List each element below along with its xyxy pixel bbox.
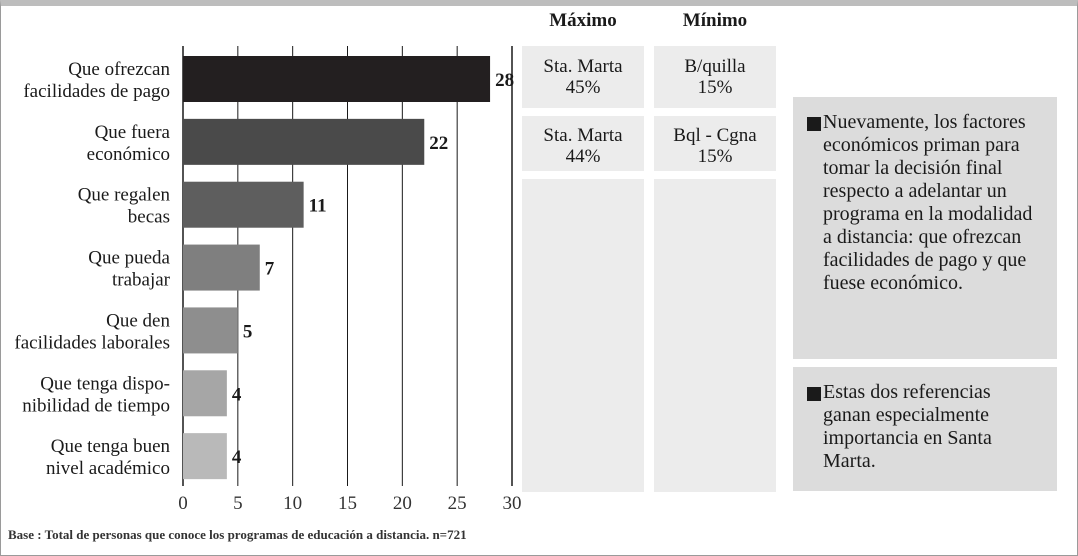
cell-max-2-pct: 44%	[565, 146, 601, 167]
note-2: Estas dos referencias ganan especialment…	[793, 367, 1057, 491]
category-label-line: becas	[128, 207, 170, 228]
category-label: Que fuera económico	[87, 122, 171, 165]
x-tick-label: 10	[283, 493, 302, 514]
category-label-line: Que ofrezcan	[68, 59, 170, 80]
note-2-text: Estas dos referencias ganan especialment…	[823, 381, 992, 472]
category-label-line: facilidades de pago	[23, 81, 170, 102]
category-label: Que pueda trabajar	[88, 248, 170, 291]
bar-value-label: 11	[309, 196, 327, 217]
x-tick-label: 5	[233, 493, 243, 514]
cell-max-2-city: Sta. Marta	[543, 125, 623, 146]
x-tick-label: 15	[338, 493, 357, 514]
cell-min-empty	[654, 179, 776, 492]
cell-min-1-pct: 15%	[697, 77, 733, 98]
bar-value-label: 4	[232, 447, 242, 468]
category-label-line: Que tenga buen	[51, 436, 171, 457]
category-label: Que regalen becas	[78, 185, 171, 228]
category-label: Que ofrezcan facilidades de pago	[23, 59, 170, 102]
note-1: Nuevamente, los factores económicos prim…	[793, 97, 1057, 359]
category-label-line: Que den	[106, 310, 170, 331]
category-label-line: económico	[87, 144, 170, 165]
category-label-line: trabajar	[112, 270, 171, 291]
bar-value-label: 22	[429, 133, 448, 154]
category-label-line: nivel académico	[46, 458, 170, 479]
x-tick-label: 0	[178, 493, 188, 514]
cell-min-1: B/quilla 15%	[654, 46, 776, 108]
bar-value-label: 4	[232, 384, 242, 405]
bar	[183, 433, 227, 480]
cell-min-2-pct: 15%	[697, 146, 733, 167]
category-label-line: nibilidad de tiempo	[22, 395, 170, 416]
bar-value-label: 7	[265, 259, 275, 280]
bar	[183, 244, 260, 291]
category-label-line: Que fuera	[95, 122, 171, 143]
x-tick-label: 20	[393, 493, 412, 514]
bullet-square-icon	[807, 387, 821, 401]
category-label: Que tenga dispo-nibilidad de tiempo	[22, 373, 170, 416]
cell-min-2: Bql - Cgna 15%	[654, 116, 776, 171]
category-label-line: facilidades laborales	[14, 332, 170, 353]
bar-value-label: 5	[243, 321, 253, 342]
cell-min-1-city: B/quilla	[684, 56, 746, 77]
base-note: Base : Total de personas que conoce los …	[8, 527, 467, 542]
bullet-square-icon	[807, 117, 821, 131]
category-label-line: Que pueda	[88, 248, 170, 269]
cell-max-1: Sta. Marta 45%	[522, 46, 644, 108]
cell-max-2: Sta. Marta 44%	[522, 116, 644, 171]
bar	[183, 370, 227, 417]
category-label: Que tenga buen nivel académico	[46, 436, 170, 479]
x-tick-label: 30	[503, 493, 522, 514]
bar	[183, 307, 238, 354]
category-label-line: Que regalen	[78, 185, 171, 206]
bar	[183, 181, 304, 228]
cell-min-2-city: Bql - Cgna	[673, 125, 757, 146]
note-1-text: Nuevamente, los factores económicos prim…	[823, 111, 1033, 294]
bar	[183, 56, 491, 102]
header-maximo: Máximo	[549, 10, 617, 31]
category-label: Que den facilidades laborales	[14, 310, 170, 353]
category-label-line: Que tenga dispo-	[40, 373, 170, 394]
header-minimo: Mínimo	[682, 10, 748, 31]
x-tick-label: 25	[448, 493, 467, 514]
bar	[183, 118, 425, 165]
cell-max-empty	[522, 179, 644, 492]
cell-max-1-city: Sta. Marta	[543, 56, 623, 77]
cell-max-1-pct: 45%	[565, 77, 601, 98]
bar-value-label: 28	[495, 70, 514, 91]
